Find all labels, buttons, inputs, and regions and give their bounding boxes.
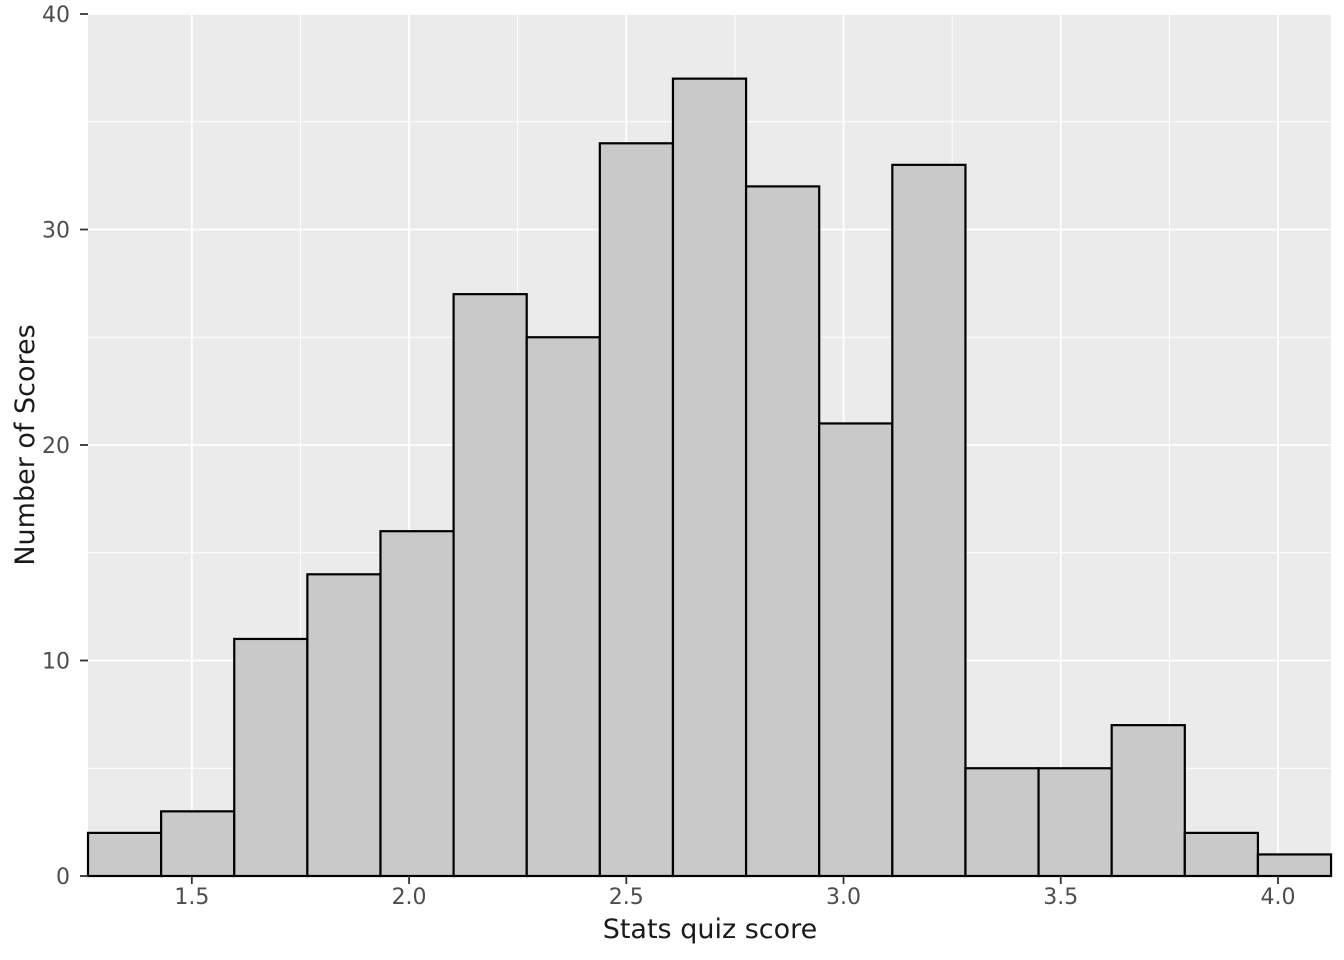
x-tick-label: 4.0 (1260, 885, 1295, 910)
x-tick-label: 1.5 (174, 885, 209, 910)
histogram-bar (1037, 767, 1113, 878)
histogram-bar (891, 163, 967, 878)
histogram-bar (86, 831, 163, 878)
y-tick-label: 40 (42, 3, 70, 28)
y-axis-title: Number of Scores (10, 324, 41, 565)
x-tick-label: 3.0 (826, 885, 861, 910)
histogram-bar (1110, 724, 1186, 878)
histogram-bar (379, 530, 455, 878)
y-tick-label: 30 (42, 219, 70, 244)
y-tick-label: 0 (56, 865, 70, 890)
histogram-bar (160, 810, 236, 878)
histogram-bar (964, 767, 1040, 878)
histogram-bar (525, 336, 601, 878)
histogram-bar (1183, 831, 1260, 878)
histogram-bar (818, 422, 894, 878)
x-axis-title: Stats quiz score (603, 914, 818, 945)
histogram-bar (233, 637, 309, 878)
x-tick-label: 2.0 (392, 885, 427, 910)
histogram-bar (671, 77, 748, 878)
histogram-bar (306, 573, 382, 878)
histogram-bar (598, 142, 675, 878)
y-tick-label: 20 (42, 434, 70, 459)
histogram-bar (744, 185, 821, 878)
histogram-bar (1256, 853, 1333, 878)
histogram-bar (452, 293, 528, 878)
x-tick-label: 2.5 (609, 885, 644, 910)
x-tick-label: 3.5 (1043, 885, 1078, 910)
y-tick-label: 10 (42, 650, 70, 675)
